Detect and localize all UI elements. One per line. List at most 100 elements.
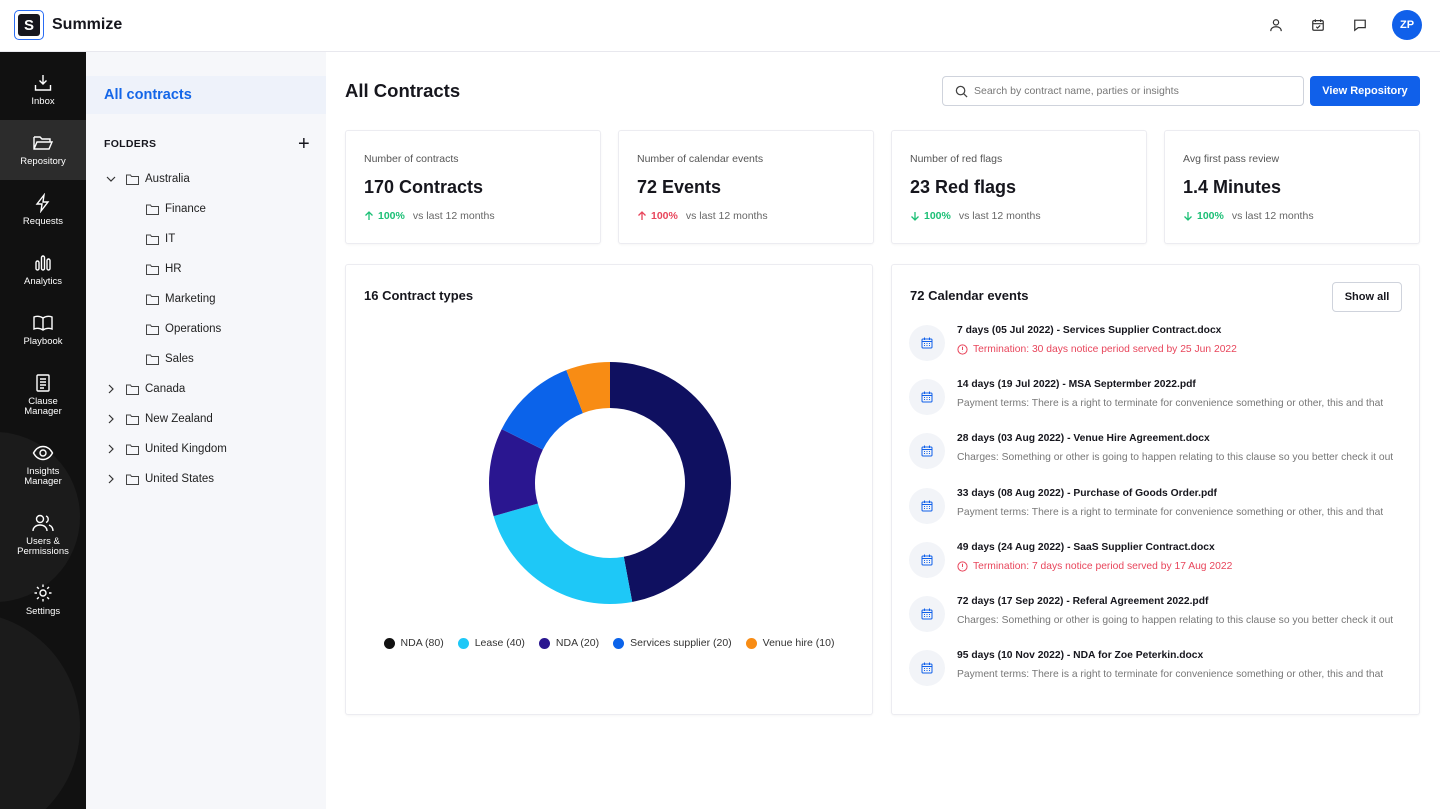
legend-label: NDA (80) — [400, 637, 444, 649]
event-title[interactable]: 72 days (17 Sep 2022) - Referal Agreemen… — [957, 595, 1209, 607]
arrow-up-icon — [365, 211, 373, 220]
folder-icon — [146, 234, 159, 245]
folder-label: Canada — [145, 383, 186, 395]
nav-label: Users & Permissions — [17, 536, 69, 557]
nav-inbox[interactable]: Inbox — [0, 60, 86, 120]
event-title[interactable]: 49 days (24 Aug 2022) - SaaS Supplier Co… — [957, 541, 1215, 553]
folder-australia[interactable]: Australia — [86, 164, 326, 194]
calendar-icon — [909, 433, 945, 470]
donut-slice-nda-2[interactable] — [489, 429, 543, 517]
stat-card-contracts: Number of contracts 170 Contracts 100% v… — [345, 130, 601, 244]
chart-legend: NDA (80) Lease (40) NDA (20) Services su… — [346, 637, 872, 649]
folder-united-states[interactable]: United States — [86, 464, 326, 494]
event-title[interactable]: 14 days (19 Jul 2022) - MSA Septermber 2… — [957, 379, 1196, 391]
chevron-down-icon[interactable] — [104, 174, 118, 184]
nav-requests[interactable]: Requests — [0, 180, 86, 240]
donut-slice-lease-1[interactable] — [493, 503, 633, 604]
folder-label: United States — [145, 473, 215, 485]
calendar-event-row[interactable]: 33 days (08 Aug 2022) - Purchase of Good… — [909, 487, 1403, 542]
show-all-button[interactable]: Show all — [1332, 282, 1402, 312]
calendar-event-row[interactable]: 28 days (03 Aug 2022) - Venue Hire Agree… — [909, 433, 1403, 487]
legend-item[interactable]: Services supplier (20) — [613, 637, 732, 649]
folder-hr[interactable]: HR — [86, 254, 326, 284]
nav-label: Settings — [25, 606, 61, 617]
donut-slice-services-supplier-3[interactable] — [501, 370, 583, 450]
view-repository-button[interactable]: View Repository — [1310, 76, 1420, 106]
nav-settings[interactable]: Settings — [0, 570, 86, 630]
calendar-icon — [909, 541, 945, 578]
event-title[interactable]: 33 days (08 Aug 2022) - Purchase of Good… — [957, 487, 1217, 499]
calendar-event-row[interactable]: 14 days (19 Jul 2022) - MSA Septermber 2… — [909, 379, 1403, 433]
nav-clause-manager[interactable]: Clause Manager — [0, 360, 86, 430]
logo-letter: S — [18, 14, 40, 36]
folder-marketing[interactable]: Marketing — [86, 284, 326, 314]
legend-item[interactable]: Venue hire (10) — [745, 637, 834, 649]
event-title[interactable]: 95 days (10 Nov 2022) - NDA for Zoe Pete… — [957, 650, 1204, 662]
app-logo[interactable]: S Summize — [14, 10, 122, 40]
folders-header: FOLDERS + — [86, 133, 326, 155]
folder-sales[interactable]: Sales — [86, 344, 326, 374]
donut-slice-venue-hire-4[interactable] — [566, 362, 610, 414]
add-folder-button[interactable]: + — [298, 133, 310, 155]
folder-label: Operations — [165, 323, 222, 335]
calendar-event-row[interactable]: 95 days (10 Nov 2022) - NDA for Zoe Pete… — [909, 650, 1403, 704]
chevron-right-icon[interactable] — [104, 414, 118, 424]
stat-label: Number of calendar events — [637, 153, 764, 165]
legend-swatch — [457, 637, 469, 649]
folder-label: Marketing — [165, 293, 216, 305]
arrow-up-icon — [638, 211, 646, 220]
events-list: 7 days (05 Jul 2022) - Services Supplier… — [909, 325, 1403, 704]
event-text: 14 days (19 Jul 2022) - MSA Septermber 2… — [957, 379, 1403, 409]
calendar-event-row[interactable]: 49 days (24 Aug 2022) - SaaS Supplier Co… — [909, 541, 1403, 596]
folder-finance[interactable]: Finance — [86, 194, 326, 224]
avatar[interactable]: ZP — [1392, 10, 1422, 40]
nav-analytics[interactable]: Analytics — [0, 240, 86, 300]
card-title: 72 Calendar events — [910, 288, 1029, 303]
stat-change: 100% vs last 12 months — [1183, 210, 1401, 222]
event-detail-text: Charges: Something or other is going to … — [957, 614, 1394, 626]
folder-new-zealand[interactable]: New Zealand — [86, 404, 326, 434]
calendar-icon[interactable] — [1308, 15, 1328, 35]
chevron-right-icon[interactable] — [104, 444, 118, 454]
folder-icon — [146, 294, 159, 305]
arrow-down-icon — [911, 212, 919, 221]
nav-repository[interactable]: Repository — [0, 120, 86, 180]
search-input[interactable] — [974, 85, 1294, 97]
folder-it[interactable]: IT — [86, 224, 326, 254]
search-box[interactable] — [942, 76, 1304, 106]
calendar-event-row[interactable]: 72 days (17 Sep 2022) - Referal Agreemen… — [909, 595, 1403, 650]
nav-users-permissions[interactable]: Users & Permissions — [0, 500, 86, 570]
chevron-right-icon[interactable] — [104, 384, 118, 394]
stat-suffix: vs last 12 months — [1231, 210, 1314, 222]
stat-label: Avg first pass review — [1183, 153, 1280, 165]
chevron-right-icon[interactable] — [104, 474, 118, 484]
user-icon[interactable] — [1266, 15, 1286, 35]
folder-icon — [126, 384, 139, 395]
folder-united-kingdom[interactable]: United Kingdom — [86, 434, 326, 464]
folder-operations[interactable]: Operations — [86, 314, 326, 344]
legend-item[interactable]: NDA (20) — [538, 637, 599, 649]
nav-playbook[interactable]: Playbook — [0, 300, 86, 360]
inbox-icon — [34, 75, 52, 91]
stat-pct: 100% — [651, 210, 678, 222]
stat-suffix: vs last 12 months — [685, 210, 768, 222]
folder-label: Sales — [165, 353, 194, 365]
calendar-event-row[interactable]: 7 days (05 Jul 2022) - Services Supplier… — [909, 325, 1403, 379]
calendar-icon — [909, 325, 945, 361]
legend-item[interactable]: Lease (40) — [457, 637, 525, 649]
donut-slice-nda-0[interactable] — [610, 362, 731, 602]
nav-insights-manager[interactable]: Insights Manager — [0, 430, 86, 500]
event-title[interactable]: 7 days (05 Jul 2022) - Services Supplier… — [957, 325, 1222, 336]
event-text: 72 days (17 Sep 2022) - Referal Agreemen… — [957, 596, 1403, 626]
legend-item[interactable]: NDA (80) — [383, 637, 444, 649]
folder-canada[interactable]: Canada — [86, 374, 326, 404]
folder-label: HR — [165, 263, 182, 275]
event-title[interactable]: 28 days (03 Aug 2022) - Venue Hire Agree… — [957, 433, 1210, 445]
top-bar: S Summize ZP — [0, 0, 1440, 52]
event-text: 33 days (08 Aug 2022) - Purchase of Good… — [957, 488, 1403, 518]
event-detail-text: Termination: 7 days notice period served… — [973, 560, 1233, 572]
chat-icon[interactable] — [1350, 15, 1370, 35]
all-contracts-link[interactable]: All contracts — [86, 76, 326, 114]
arrow-down-icon — [1184, 212, 1192, 221]
folder-panel: All contracts FOLDERS + Australia Financ… — [86, 52, 326, 809]
